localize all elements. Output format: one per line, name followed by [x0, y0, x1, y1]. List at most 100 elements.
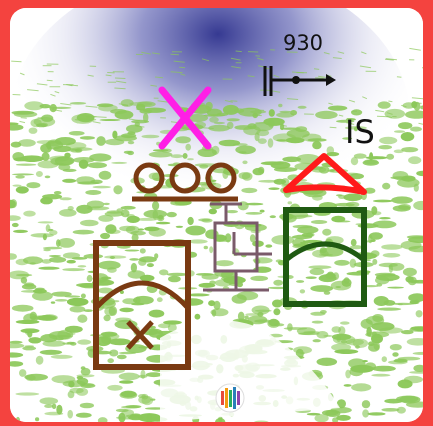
terrain-speck: [325, 409, 341, 417]
terrain-speck: [157, 214, 164, 220]
terrain-speck: [409, 371, 423, 374]
terrain-speck: [129, 258, 140, 261]
terrain-speck: [405, 110, 423, 119]
terrain-speck: [79, 136, 95, 140]
terrain-speck: [338, 326, 346, 336]
terrain-speck: [363, 285, 379, 288]
terrain-speck: [187, 158, 194, 161]
terrain-speck: [130, 262, 137, 273]
brown-box-x-icon: [93, 240, 191, 370]
terrain-speck: [312, 339, 321, 343]
terrain-speck: [24, 101, 44, 111]
terrain-speck: [36, 140, 56, 145]
terrain-speck: [379, 136, 398, 145]
terrain-speck: [80, 367, 91, 376]
terrain-streak: [105, 74, 112, 77]
terrain-speck: [245, 212, 263, 215]
terrain-speck: [10, 253, 17, 260]
terrain-streak: [376, 115, 388, 118]
terrain-speck: [244, 315, 249, 320]
terrain-speck: [51, 291, 72, 297]
terrain-speck: [41, 259, 52, 264]
terrain-speck: [186, 293, 210, 297]
terrain-speck: [53, 145, 72, 153]
terrain-speck: [372, 220, 397, 229]
terrain-streak: [386, 112, 393, 115]
terrain-speck: [319, 247, 327, 254]
terrain-streak: [414, 102, 422, 104]
terrain-speck: [19, 369, 27, 377]
terrain-speck: [66, 332, 76, 335]
terrain-speck: [28, 337, 42, 344]
terrain-speck: [42, 340, 66, 347]
terrain-streak: [141, 51, 151, 55]
terrain-speck: [237, 311, 245, 321]
terrain-speck: [76, 376, 84, 380]
terrain-speck: [415, 310, 423, 318]
terrain-speck: [361, 400, 371, 409]
terrain-speck: [400, 240, 422, 250]
terrain-speck: [393, 359, 408, 363]
terrain-speck: [258, 179, 280, 183]
terrain-speck: [119, 307, 134, 313]
terrain-speck: [350, 238, 357, 247]
terrain-speck: [413, 200, 423, 211]
terrain-speck: [231, 294, 247, 304]
terrain-speck: [20, 328, 40, 334]
terrain-speck: [75, 412, 92, 418]
terrain-speck: [295, 126, 308, 132]
terrain-streak: [230, 100, 238, 102]
terrain-speck: [80, 366, 86, 370]
terrain-streak: [235, 50, 242, 53]
terrain-streak: [50, 93, 56, 97]
terrain-streak: [313, 68, 320, 70]
terrain-speck: [182, 153, 188, 159]
terrain-speck: [49, 256, 67, 263]
terrain-speck: [20, 276, 28, 284]
terrain-speck: [411, 280, 419, 283]
terrain-speck: [391, 196, 413, 204]
terrain-speck: [340, 340, 348, 344]
terrain-streak: [170, 71, 183, 74]
scale-value-label: 930: [283, 31, 323, 55]
green-arch-box-icon: [283, 207, 367, 307]
terrain-speck: [11, 173, 35, 176]
terrain-streak: [411, 97, 423, 100]
terrain-streak: [388, 100, 393, 103]
terrain-speck: [136, 217, 158, 221]
terrain-speck: [43, 248, 51, 252]
terrain-speck: [269, 215, 276, 219]
terrain-streak: [152, 52, 160, 55]
terrain-speck: [381, 356, 387, 363]
terrain-speck: [152, 201, 160, 211]
terrain-speck: [265, 244, 273, 248]
terrain-speck: [282, 156, 302, 163]
terrain-speck: [89, 153, 112, 162]
terrain-streak: [27, 89, 39, 92]
terrain-speck: [121, 405, 141, 409]
terrain-speck: [103, 202, 110, 206]
terrain-speck: [287, 323, 293, 332]
terrain-speck: [51, 403, 57, 409]
terrain-speck: [305, 276, 317, 280]
terrain-speck: [384, 108, 406, 119]
terrain-speck: [241, 187, 258, 194]
terrain-speck: [146, 413, 152, 422]
terrain-speck: [298, 332, 320, 336]
terrain-speck: [96, 136, 106, 146]
terrain-speck: [48, 255, 62, 257]
terrain-speck: [334, 202, 355, 207]
terrain-speck: [363, 159, 378, 165]
terrain-streak: [114, 77, 126, 79]
terrain-speck: [39, 349, 63, 355]
terrain-speck: [98, 332, 120, 340]
terrain-speck: [103, 314, 111, 322]
terrain-speck: [372, 365, 396, 372]
terrain-speck: [144, 226, 160, 232]
terrain-speck: [40, 334, 58, 343]
terrain-speck: [111, 161, 128, 164]
terrain-streak: [346, 122, 353, 124]
terrain-speck: [23, 256, 43, 265]
terrain-speck: [406, 235, 423, 239]
terrain-speck: [86, 206, 110, 211]
